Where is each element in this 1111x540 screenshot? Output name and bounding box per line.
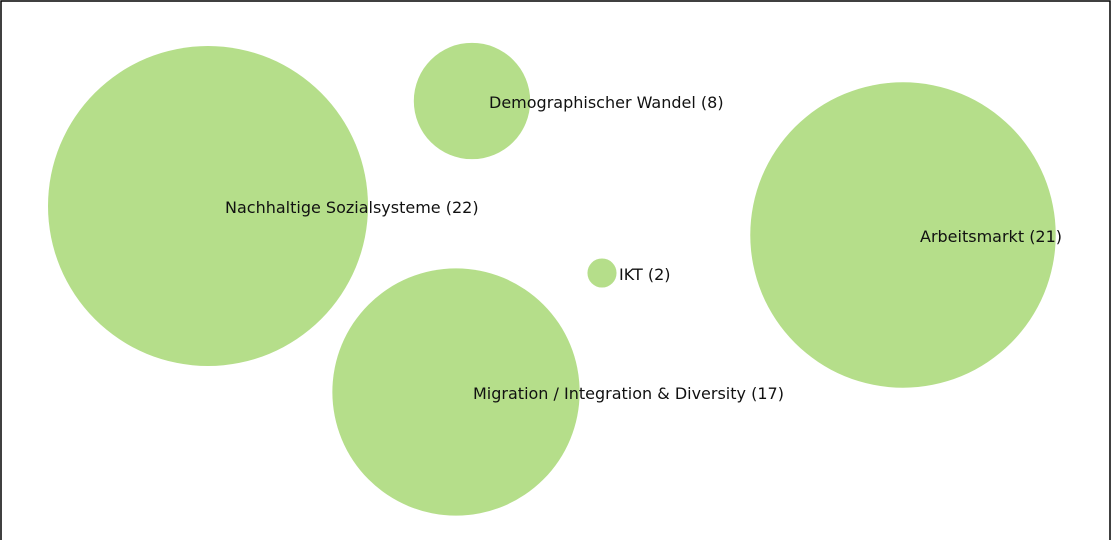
bubble: [750, 82, 1056, 388]
bubble-name: Arbeitsmarkt: [920, 227, 1024, 246]
bubble-value-label: (17): [751, 384, 784, 403]
bubble-label: Migration / Integration & Diversity (17): [473, 384, 784, 403]
bubble-label: Demographischer Wandel (8): [489, 93, 724, 112]
bubble-name: IKT: [619, 265, 643, 284]
bubble: [332, 268, 580, 516]
bubble: [48, 46, 368, 366]
bubble-name: Nachhaltige Sozialsysteme: [225, 198, 441, 217]
bubble: [413, 42, 531, 160]
bubble-label: Nachhaltige Sozialsysteme (22): [225, 198, 479, 217]
bubble-name: Migration / Integration & Diversity: [473, 384, 746, 403]
bubble-value-label: (8): [701, 93, 724, 112]
bubble: [587, 258, 617, 288]
bubble-value-label: (2): [648, 265, 671, 284]
bubble-label: Arbeitsmarkt (21): [920, 227, 1062, 246]
bubble-label: IKT (2): [619, 265, 671, 284]
bubble-value-label: (21): [1029, 227, 1062, 246]
bubble-value-label: (22): [446, 198, 479, 217]
bubble-name: Demographischer Wandel: [489, 93, 696, 112]
